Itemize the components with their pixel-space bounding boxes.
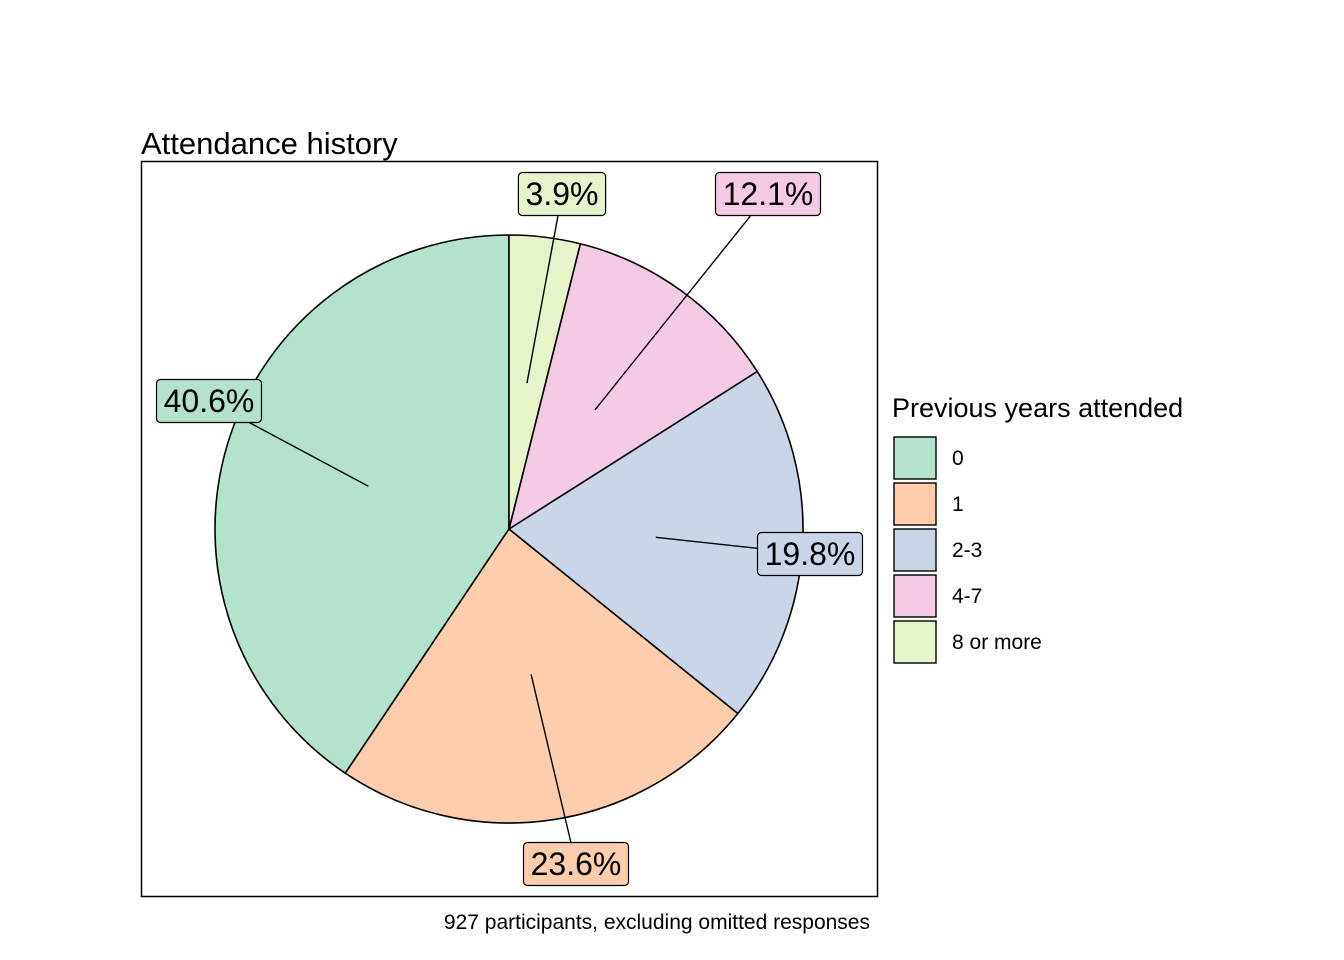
slice-label-box-8-or-more [517,171,607,217]
chart-title: Attendance history [141,126,398,161]
slice-label-1: 23.6% [531,846,622,882]
legend-label-0: 0 [952,447,964,470]
legend-label-8-or-more: 8 or more [952,631,1042,654]
slice-label-box-0 [155,378,263,424]
legend-label-2-3: 2-3 [952,539,982,562]
plot-panel-border [140,160,879,898]
leader-line-4-7 [594,193,769,411]
pie-slices [214,234,804,824]
pie-slice-8-or-more [508,234,582,530]
pie-slice-1 [344,528,739,824]
legend-key-2-3 [893,528,937,572]
slice-labels: 40.6% 23.6% 19.8% 12.1% 3.9% [155,171,864,887]
leader-line-8-or-more [526,193,563,384]
legend-key-0 [893,436,937,480]
slice-label-box-4-7 [714,171,822,217]
legend-label-4-7: 4-7 [952,585,982,608]
legend-key-1 [893,482,937,526]
pie-slice-4-7 [508,242,759,530]
legend: 0 1 2-3 4-7 8 or more [893,436,1042,664]
leader-line-1 [530,674,577,865]
slice-label-box-1 [522,841,630,887]
chart-caption: 927 participants, excluding omitted resp… [444,911,870,934]
pie-slice-0 [214,234,510,774]
slice-label-2-3: 19.8% [765,536,856,572]
slice-label-8-or-more: 3.9% [526,176,599,212]
slice-label-box-2-3 [756,531,864,577]
legend-key-8-or-more [893,620,937,664]
slice-label-4-7: 12.1% [723,176,814,212]
legend-label-1: 1 [952,493,964,516]
legend-title: Previous years attended [892,393,1183,423]
legend-key-4-7 [893,574,937,618]
slice-label-0: 40.6% [164,383,255,419]
